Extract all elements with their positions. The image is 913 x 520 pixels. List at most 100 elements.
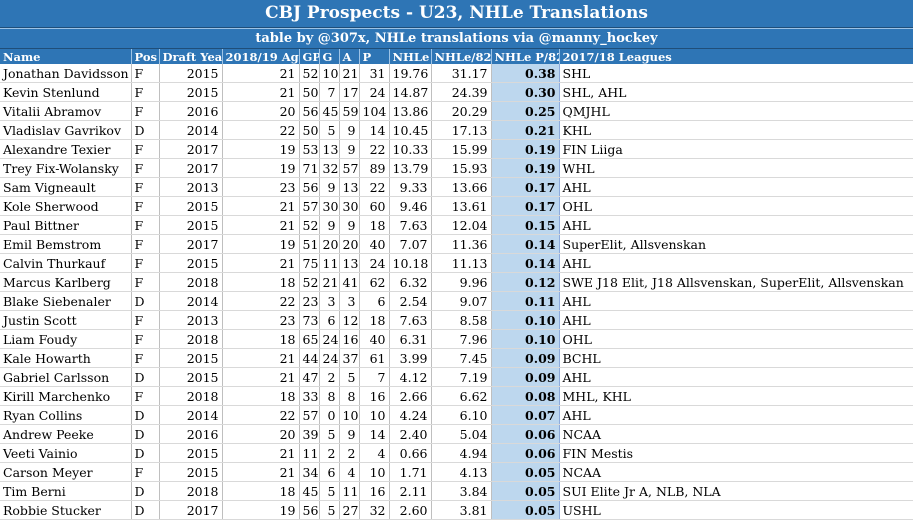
col-header-g[interactable]: G bbox=[319, 49, 340, 64]
cell-draft-year[interactable]: 2018 bbox=[159, 329, 223, 349]
cell-nhle[interactable]: 14.87 bbox=[389, 82, 432, 102]
cell-nhle[interactable]: 3.99 bbox=[389, 348, 432, 368]
cell-age[interactable]: 21 bbox=[222, 215, 300, 235]
cell-g[interactable]: 6 bbox=[319, 462, 340, 482]
cell-age[interactable]: 22 bbox=[222, 405, 300, 425]
cell-p[interactable]: 89 bbox=[359, 158, 390, 178]
cell-pos[interactable]: D bbox=[131, 443, 160, 463]
cell-g[interactable]: 2 bbox=[319, 367, 340, 387]
col-header-name[interactable]: Name bbox=[0, 49, 132, 64]
cell-leagues[interactable]: AHL bbox=[559, 291, 913, 311]
cell-name[interactable]: Liam Foudy bbox=[0, 329, 132, 349]
cell-g[interactable]: 2 bbox=[319, 443, 340, 463]
cell-g[interactable]: 3 bbox=[319, 291, 340, 311]
cell-nhle-p82[interactable]: 0.38 bbox=[491, 64, 560, 83]
cell-g[interactable]: 5 bbox=[319, 120, 340, 140]
cell-pos[interactable]: F bbox=[131, 177, 160, 197]
cell-draft-year[interactable]: 2016 bbox=[159, 101, 223, 121]
cell-p[interactable]: 31 bbox=[359, 64, 390, 83]
cell-nhle-p82[interactable]: 0.05 bbox=[491, 481, 560, 501]
cell-nhle82[interactable]: 11.13 bbox=[431, 253, 492, 273]
cell-gp[interactable]: 57 bbox=[299, 405, 320, 425]
cell-draft-year[interactable]: 2016 bbox=[159, 424, 223, 444]
cell-nhle-p82[interactable]: 0.09 bbox=[491, 348, 560, 368]
cell-a[interactable]: 11 bbox=[339, 481, 360, 501]
cell-pos[interactable]: D bbox=[131, 500, 160, 520]
cell-nhle[interactable]: 10.33 bbox=[389, 139, 432, 159]
cell-draft-year[interactable]: 2018 bbox=[159, 272, 223, 292]
cell-draft-year[interactable]: 2015 bbox=[159, 82, 223, 102]
cell-nhle82[interactable]: 15.93 bbox=[431, 158, 492, 178]
cell-nhle[interactable]: 6.32 bbox=[389, 272, 432, 292]
cell-pos[interactable]: F bbox=[131, 253, 160, 273]
cell-leagues[interactable]: FIN Liiga bbox=[559, 139, 913, 159]
cell-name[interactable]: Gabriel Carlsson bbox=[0, 367, 132, 387]
cell-p[interactable]: 14 bbox=[359, 424, 390, 444]
cell-nhle-p82[interactable]: 0.15 bbox=[491, 215, 560, 235]
cell-p[interactable]: 16 bbox=[359, 481, 390, 501]
cell-nhle[interactable]: 2.54 bbox=[389, 291, 432, 311]
cell-nhle82[interactable]: 9.96 bbox=[431, 272, 492, 292]
cell-a[interactable]: 9 bbox=[339, 215, 360, 235]
cell-name[interactable]: Kale Howarth bbox=[0, 348, 132, 368]
cell-p[interactable]: 22 bbox=[359, 177, 390, 197]
cell-nhle-p82[interactable]: 0.25 bbox=[491, 101, 560, 121]
cell-draft-year[interactable]: 2014 bbox=[159, 291, 223, 311]
cell-pos[interactable]: F bbox=[131, 234, 160, 254]
cell-leagues[interactable]: SHL, AHL bbox=[559, 82, 913, 102]
cell-name[interactable]: Tim Berni bbox=[0, 481, 132, 501]
cell-nhle82[interactable]: 4.13 bbox=[431, 462, 492, 482]
cell-p[interactable]: 7 bbox=[359, 367, 390, 387]
cell-nhle[interactable]: 1.71 bbox=[389, 462, 432, 482]
cell-nhle-p82[interactable]: 0.05 bbox=[491, 500, 560, 520]
cell-draft-year[interactable]: 2014 bbox=[159, 405, 223, 425]
cell-a[interactable]: 13 bbox=[339, 253, 360, 273]
cell-leagues[interactable]: WHL bbox=[559, 158, 913, 178]
cell-name[interactable]: Carson Meyer bbox=[0, 462, 132, 482]
cell-nhle82[interactable]: 9.07 bbox=[431, 291, 492, 311]
cell-gp[interactable]: 65 bbox=[299, 329, 320, 349]
cell-age[interactable]: 23 bbox=[222, 310, 300, 330]
cell-draft-year[interactable]: 2015 bbox=[159, 367, 223, 387]
cell-p[interactable]: 18 bbox=[359, 215, 390, 235]
cell-age[interactable]: 18 bbox=[222, 329, 300, 349]
col-header-nhle-p82[interactable]: NHLe P/82 bbox=[491, 49, 560, 64]
cell-p[interactable]: 62 bbox=[359, 272, 390, 292]
cell-draft-year[interactable]: 2014 bbox=[159, 120, 223, 140]
cell-a[interactable]: 10 bbox=[339, 405, 360, 425]
cell-pos[interactable]: F bbox=[131, 386, 160, 406]
cell-g[interactable]: 24 bbox=[319, 348, 340, 368]
cell-pos[interactable]: F bbox=[131, 348, 160, 368]
cell-gp[interactable]: 50 bbox=[299, 82, 320, 102]
cell-draft-year[interactable]: 2017 bbox=[159, 158, 223, 178]
cell-nhle-p82[interactable]: 0.11 bbox=[491, 291, 560, 311]
cell-nhle-p82[interactable]: 0.17 bbox=[491, 196, 560, 216]
cell-leagues[interactable]: AHL bbox=[559, 253, 913, 273]
cell-age[interactable]: 20 bbox=[222, 101, 300, 121]
cell-nhle[interactable]: 2.60 bbox=[389, 500, 432, 520]
cell-nhle82[interactable]: 3.81 bbox=[431, 500, 492, 520]
cell-gp[interactable]: 52 bbox=[299, 215, 320, 235]
cell-nhle82[interactable]: 6.62 bbox=[431, 386, 492, 406]
cell-p[interactable]: 40 bbox=[359, 234, 390, 254]
cell-p[interactable]: 6 bbox=[359, 291, 390, 311]
cell-g[interactable]: 10 bbox=[319, 64, 340, 83]
cell-a[interactable]: 59 bbox=[339, 101, 360, 121]
cell-nhle-p82[interactable]: 0.21 bbox=[491, 120, 560, 140]
cell-name[interactable]: Sam Vigneault bbox=[0, 177, 132, 197]
cell-nhle-p82[interactable]: 0.19 bbox=[491, 158, 560, 178]
cell-pos[interactable]: F bbox=[131, 329, 160, 349]
cell-age[interactable]: 21 bbox=[222, 196, 300, 216]
cell-g[interactable]: 7 bbox=[319, 82, 340, 102]
cell-gp[interactable]: 57 bbox=[299, 196, 320, 216]
cell-leagues[interactable]: FIN Mestis bbox=[559, 443, 913, 463]
cell-gp[interactable]: 52 bbox=[299, 272, 320, 292]
cell-a[interactable]: 8 bbox=[339, 386, 360, 406]
cell-name[interactable]: Justin Scott bbox=[0, 310, 132, 330]
cell-gp[interactable]: 71 bbox=[299, 158, 320, 178]
col-header-nhle[interactable]: NHLe bbox=[389, 49, 432, 64]
col-header-leagues[interactable]: 2017/18 Leagues bbox=[559, 49, 913, 64]
cell-leagues[interactable]: AHL bbox=[559, 405, 913, 425]
cell-nhle-p82[interactable]: 0.19 bbox=[491, 139, 560, 159]
cell-gp[interactable]: 53 bbox=[299, 139, 320, 159]
